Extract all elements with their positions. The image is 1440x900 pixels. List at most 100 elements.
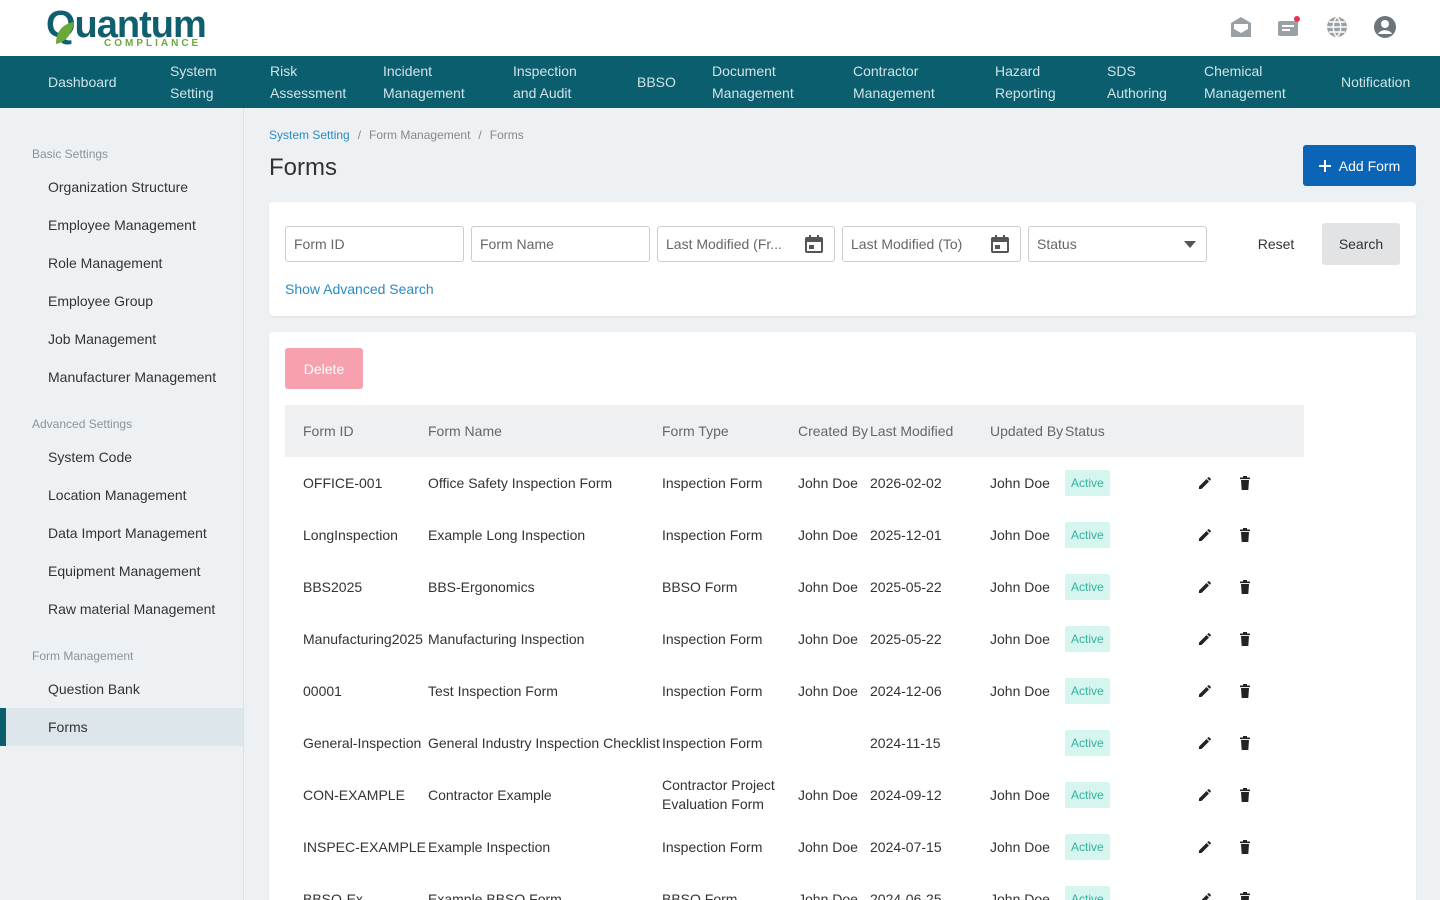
- sidebar-item-location-management[interactable]: Location Management: [48, 487, 187, 503]
- sidebar-item-organization-structure[interactable]: Organization Structure: [48, 179, 189, 195]
- cell-form-type: Inspection Form: [662, 526, 763, 543]
- cell-updated-by: John Doe: [990, 526, 1050, 543]
- cell-updated-by: John Doe: [990, 474, 1050, 491]
- edit-icon[interactable]: [1197, 683, 1213, 699]
- calendar-icon[interactable]: [990, 234, 1010, 254]
- nav-inspection-audit[interactable]: Inspection and Audit: [513, 63, 577, 101]
- nav-contractor-management[interactable]: Contractor Management: [853, 63, 935, 101]
- status-badge: Active: [1065, 522, 1110, 548]
- nav-notification[interactable]: Notification: [1341, 74, 1411, 90]
- delete-icon[interactable]: [1237, 579, 1253, 595]
- edit-icon[interactable]: [1197, 579, 1213, 595]
- show-advanced-search-link[interactable]: Show Advanced Search: [285, 281, 434, 297]
- user-account-icon[interactable]: [1372, 14, 1398, 40]
- column-last-modified[interactable]: Last Modified: [870, 423, 954, 439]
- delete-button[interactable]: Delete: [285, 348, 363, 389]
- column-form-type[interactable]: Form Type: [662, 423, 729, 439]
- nav-sds-authoring[interactable]: SDS Authoring: [1107, 63, 1167, 101]
- status-badge: Active: [1065, 678, 1110, 704]
- status-badge: Active: [1065, 834, 1110, 860]
- add-form-button[interactable]: Add Form: [1303, 145, 1416, 186]
- main-content: System Setting / Form Management / Forms…: [245, 108, 1440, 900]
- status-select[interactable]: Status: [1028, 226, 1207, 262]
- nav-chemical-management[interactable]: Chemical Management: [1204, 63, 1286, 101]
- cell-last-modified: 2024-06-25: [870, 890, 942, 900]
- status-badge: Active: [1065, 730, 1110, 756]
- cell-form-name: Example Long Inspection: [428, 526, 586, 543]
- cell-form-type: Inspection Form: [662, 630, 763, 647]
- table-row[interactable]: Manufacturing2025 Manufacturing Inspectio…: [285, 613, 1304, 665]
- nav-hazard-reporting[interactable]: Hazard Reporting: [995, 63, 1056, 101]
- sidebar-item-system-code[interactable]: System Code: [48, 449, 133, 465]
- table-row[interactable]: INSPEC-EXAMPLE Example Inspection Inspecti…: [285, 821, 1304, 873]
- sidebar-item-role-management[interactable]: Role Management: [48, 255, 163, 271]
- globe-icon[interactable]: [1324, 14, 1350, 40]
- delete-icon[interactable]: [1237, 787, 1253, 803]
- sidebar-item-employee-management[interactable]: Employee Management: [48, 217, 196, 233]
- sidebar-item-question-bank[interactable]: Question Bank: [48, 681, 140, 697]
- reset-button[interactable]: Reset: [1257, 236, 1295, 252]
- cell-updated-by: John Doe: [990, 578, 1050, 595]
- sidebar-item-raw-material-management[interactable]: Raw material Management: [48, 601, 216, 617]
- table-row[interactable]: BBSO-Ex Example BBSO Form BBSO Form John Do…: [285, 873, 1304, 900]
- table-row[interactable]: 00001 Test Inspection Form Inspection Form…: [285, 665, 1304, 717]
- last-modified-to-input[interactable]: Last Modified (To): [842, 226, 1021, 262]
- form-id-input[interactable]: Form ID: [285, 226, 464, 262]
- edit-icon[interactable]: [1197, 527, 1213, 543]
- nav-risk-assessment[interactable]: Risk Assessment: [270, 63, 347, 101]
- delete-icon[interactable]: [1237, 839, 1253, 855]
- nav-document-management[interactable]: Document Management: [712, 63, 794, 101]
- edit-icon[interactable]: [1197, 891, 1213, 900]
- sidebar-item-forms[interactable]: Forms: [0, 708, 243, 746]
- cell-last-modified: 2024-12-06: [870, 682, 942, 699]
- breadcrumb-system-setting[interactable]: System Setting: [269, 128, 350, 142]
- delete-icon[interactable]: [1237, 891, 1253, 900]
- cell-form-name: Office Safety Inspection Form: [428, 474, 613, 491]
- inbox-icon[interactable]: [1228, 14, 1254, 40]
- table-row[interactable]: OFFICE-001 Office Safety Inspection Form I…: [285, 457, 1304, 509]
- form-name-input[interactable]: Form Name: [471, 226, 650, 262]
- column-updated-by[interactable]: Updated By: [990, 423, 1064, 439]
- nav-system-setting[interactable]: System Setting: [170, 63, 217, 101]
- nav-incident-management[interactable]: Incident Management: [383, 63, 465, 101]
- sidebar-item-data-import-management[interactable]: Data Import Management: [48, 525, 207, 541]
- sidebar-item-equipment-management[interactable]: Equipment Management: [48, 563, 201, 579]
- search-panel: Form ID Form Name Last Modified (Fr... L…: [269, 202, 1416, 316]
- table-row[interactable]: BBS2025 BBS-Ergonomics BBSO Form John Doe 20…: [285, 561, 1304, 613]
- table-row[interactable]: LongInspection Example Long Inspection Ins…: [285, 509, 1304, 561]
- delete-icon[interactable]: [1237, 735, 1253, 751]
- edit-icon[interactable]: [1197, 839, 1213, 855]
- delete-icon[interactable]: [1237, 475, 1253, 491]
- calendar-icon[interactable]: [804, 234, 824, 254]
- nav-dashboard[interactable]: Dashboard: [48, 74, 117, 90]
- notifications-icon[interactable]: [1276, 14, 1302, 40]
- cell-form-id: OFFICE-001: [303, 474, 383, 491]
- sidebar-item-manufacturer-management[interactable]: Manufacturer Management: [48, 369, 217, 385]
- delete-icon[interactable]: [1237, 527, 1253, 543]
- delete-icon[interactable]: [1237, 631, 1253, 647]
- sidebar-item-job-management[interactable]: Job Management: [48, 331, 157, 347]
- column-created-by[interactable]: Created By: [798, 423, 869, 439]
- sidebar-item-employee-group[interactable]: Employee Group: [48, 293, 154, 309]
- delete-icon[interactable]: [1237, 683, 1253, 699]
- last-modified-from-input[interactable]: Last Modified (Fr...: [657, 226, 835, 262]
- nav-bbso[interactable]: BBSO: [637, 74, 676, 90]
- search-button[interactable]: Search: [1322, 223, 1400, 265]
- sidebar-section-basic: Basic Settings: [32, 147, 109, 161]
- cell-form-id: General-Inspection: [303, 734, 422, 751]
- column-form-id[interactable]: Form ID: [303, 423, 354, 439]
- edit-icon[interactable]: [1197, 735, 1213, 751]
- cell-last-modified: 2025-05-22: [870, 578, 942, 595]
- column-form-name[interactable]: Form Name: [428, 423, 502, 439]
- table-row[interactable]: General-Inspection General Industry Inspe…: [285, 717, 1304, 769]
- cell-created-by: John Doe: [798, 474, 858, 491]
- status-badge: Active: [1065, 886, 1110, 900]
- brand-logo[interactable]: Quantum COMPLIANCE: [44, 4, 214, 50]
- cell-last-modified: 2025-12-01: [870, 526, 942, 543]
- edit-icon[interactable]: [1197, 787, 1213, 803]
- edit-icon[interactable]: [1197, 475, 1213, 491]
- edit-icon[interactable]: [1197, 631, 1213, 647]
- column-status[interactable]: Status: [1065, 423, 1105, 439]
- table-row[interactable]: CON-EXAMPLE Contractor Example Contractor …: [285, 769, 1304, 821]
- cell-updated-by: John Doe: [990, 838, 1050, 855]
